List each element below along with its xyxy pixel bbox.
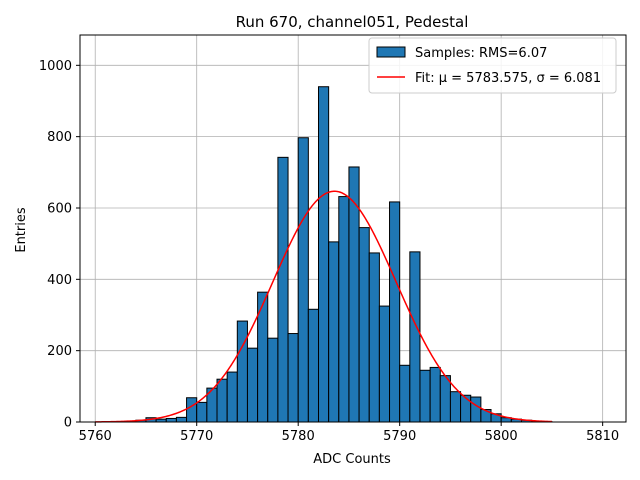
y-tick-label-5: 1000 <box>39 59 72 74</box>
y-tick-label-3: 600 <box>47 201 72 216</box>
legend: Samples: RMS=6.07 Fit: μ = 5783.575, σ =… <box>368 37 617 94</box>
histogram-bar <box>389 201 401 423</box>
histogram-bar <box>267 337 279 423</box>
histogram-bar <box>378 305 391 423</box>
histogram-bar <box>317 86 330 423</box>
plot-frame <box>79 34 627 423</box>
histogram-bars <box>115 86 553 423</box>
y-tick-label-1: 200 <box>47 344 72 359</box>
legend-box <box>368 37 617 94</box>
histogram-bar <box>449 391 462 423</box>
histogram-bar <box>297 137 309 423</box>
legend-label-samples: Samples: RMS=6.07 <box>415 46 547 61</box>
histogram-bar <box>419 369 431 423</box>
y-tick-label-4: 800 <box>47 130 72 145</box>
histogram-bar <box>246 347 259 423</box>
histogram-bar <box>236 320 248 423</box>
chart-title: Run 670, channel051, Pedestal <box>236 13 469 31</box>
histogram-bar <box>338 196 350 423</box>
y-tick-label-0: 0 <box>64 416 72 431</box>
histogram-bar <box>277 156 289 423</box>
histogram-bar <box>348 166 360 423</box>
histogram-bar <box>226 371 238 423</box>
y-axis-ticks: 0 200 400 600 800 1000 <box>39 59 80 431</box>
x-axis-label: ADC Counts <box>313 452 391 467</box>
histogram-bar <box>358 227 370 423</box>
histogram-bar <box>328 241 340 423</box>
histogram-bar <box>216 378 228 423</box>
histogram-bar <box>460 394 472 423</box>
legend-label-fit: Fit: μ = 5783.575, σ = 6.081 <box>415 71 601 86</box>
histogram-bar <box>470 396 482 423</box>
histogram-bar <box>186 397 198 423</box>
fit-curve <box>95 190 552 423</box>
x-tick-label-3: 5790 <box>383 429 416 444</box>
histogram-bar <box>196 401 208 423</box>
histogram-bar <box>368 252 380 423</box>
x-tick-label-4: 5800 <box>485 429 518 444</box>
x-tick-label-1: 5770 <box>180 429 213 444</box>
histogram-bar <box>439 375 451 423</box>
histogram-bar <box>409 251 421 423</box>
x-tick-label-5: 5810 <box>586 429 619 444</box>
legend-swatch-samples <box>376 46 406 58</box>
y-tick-label-2: 400 <box>47 273 72 288</box>
histogram-bar <box>399 364 411 423</box>
x-tick-label-0: 5760 <box>79 429 112 444</box>
x-tick-label-2: 5780 <box>282 429 315 444</box>
histogram-bar <box>287 333 299 423</box>
x-axis-ticks: 5760 5770 5780 5790 5800 5810 <box>79 422 619 444</box>
y-axis-label: Entries <box>14 207 29 253</box>
histogram-bar <box>307 308 319 423</box>
histogram-bar <box>429 366 441 423</box>
histogram-bar <box>175 416 188 423</box>
histogram-bar <box>165 417 177 423</box>
